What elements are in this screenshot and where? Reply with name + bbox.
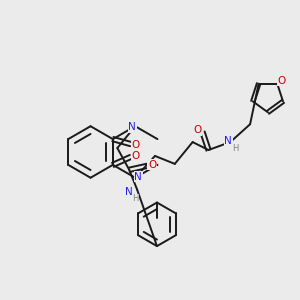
Text: O: O bbox=[131, 140, 140, 150]
Text: O: O bbox=[148, 160, 156, 170]
Text: O: O bbox=[131, 151, 140, 161]
Text: H: H bbox=[232, 143, 238, 152]
Text: O: O bbox=[277, 76, 285, 86]
Text: N: N bbox=[134, 172, 142, 182]
Text: N: N bbox=[125, 187, 133, 196]
Text: N: N bbox=[128, 122, 136, 132]
Text: H: H bbox=[132, 194, 138, 203]
Text: O: O bbox=[194, 125, 202, 135]
Text: N: N bbox=[224, 136, 232, 146]
